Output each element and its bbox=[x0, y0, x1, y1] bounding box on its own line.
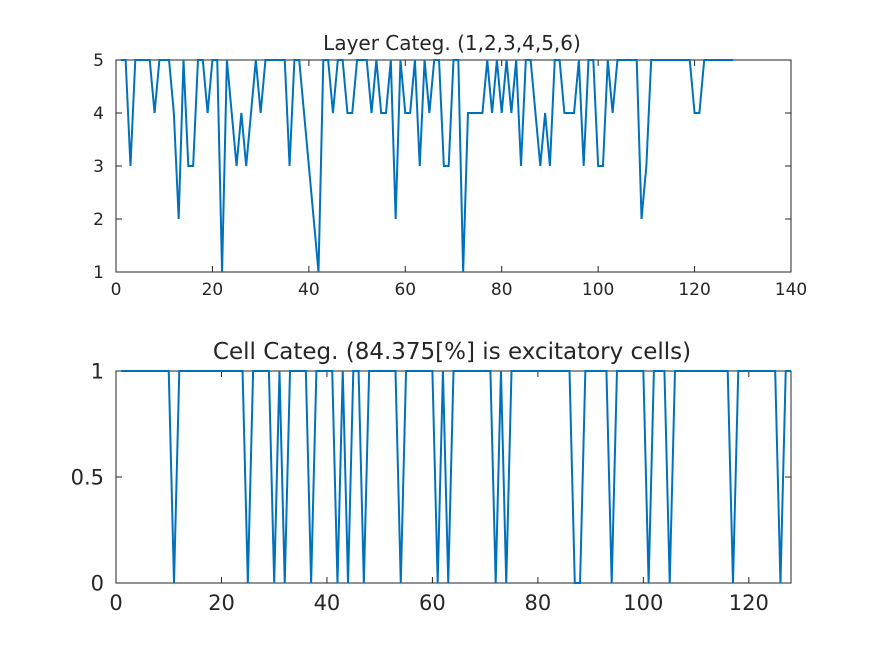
cell-x-tick-label: 80 bbox=[525, 591, 552, 615]
layer-x-tick-label: 120 bbox=[678, 280, 710, 300]
layer-y-tick-label: 4 bbox=[93, 104, 104, 124]
layer-x-tick-label: 80 bbox=[491, 280, 513, 300]
layer-x-tick-label: 0 bbox=[111, 280, 122, 300]
layer-x-tick-label: 20 bbox=[202, 280, 224, 300]
cell-series-line bbox=[121, 370, 791, 584]
cell-x-tick-label: 120 bbox=[729, 591, 769, 615]
cell-chart-title: Cell Categ. (84.375[%] is excitatory cel… bbox=[213, 339, 691, 365]
layer-x-axis: 0 20 40 60 80 100 120 140 bbox=[111, 60, 807, 300]
cell-y-tick-label: 0 bbox=[91, 572, 104, 596]
layer-plot-area bbox=[115, 59, 792, 273]
cell-x-tick-label: 0 bbox=[109, 591, 122, 615]
layer-x-tick-label: 100 bbox=[582, 280, 614, 300]
layer-y-tick-label: 2 bbox=[93, 210, 104, 230]
cell-x-tick-label: 60 bbox=[419, 591, 446, 615]
cell-y-tick-label: 1 bbox=[91, 360, 104, 384]
cell-x-axis: 0 20 40 60 80 100 120 bbox=[109, 371, 769, 615]
cell-axes: Cell Categ. (84.375[%] is excitatory cel… bbox=[71, 339, 792, 615]
layer-y-tick-label: 5 bbox=[93, 51, 104, 71]
cell-x-tick-label: 100 bbox=[623, 591, 663, 615]
layer-y-axis: 1 2 3 4 5 bbox=[93, 51, 791, 283]
cell-y-axis: 00.51 bbox=[71, 360, 791, 596]
cell-x-tick-label: 40 bbox=[314, 591, 341, 615]
layer-x-tick-label: 140 bbox=[775, 280, 807, 300]
layer-axes: Layer Categ. (1,2,3,4,5,6) 0 20 40 60 80 100 1… bbox=[93, 31, 807, 300]
layer-series-line bbox=[120, 59, 734, 273]
layer-chart-title: Layer Categ. (1,2,3,4,5,6) bbox=[323, 31, 581, 55]
cell-y-tick-label: 0.5 bbox=[71, 466, 104, 490]
layer-y-tick-label: 3 bbox=[93, 157, 104, 177]
cell-x-tick-label: 20 bbox=[208, 591, 235, 615]
layer-x-tick-label: 40 bbox=[298, 280, 320, 300]
layer-x-tick-label: 60 bbox=[394, 280, 416, 300]
layer-y-tick-label: 1 bbox=[93, 263, 104, 283]
